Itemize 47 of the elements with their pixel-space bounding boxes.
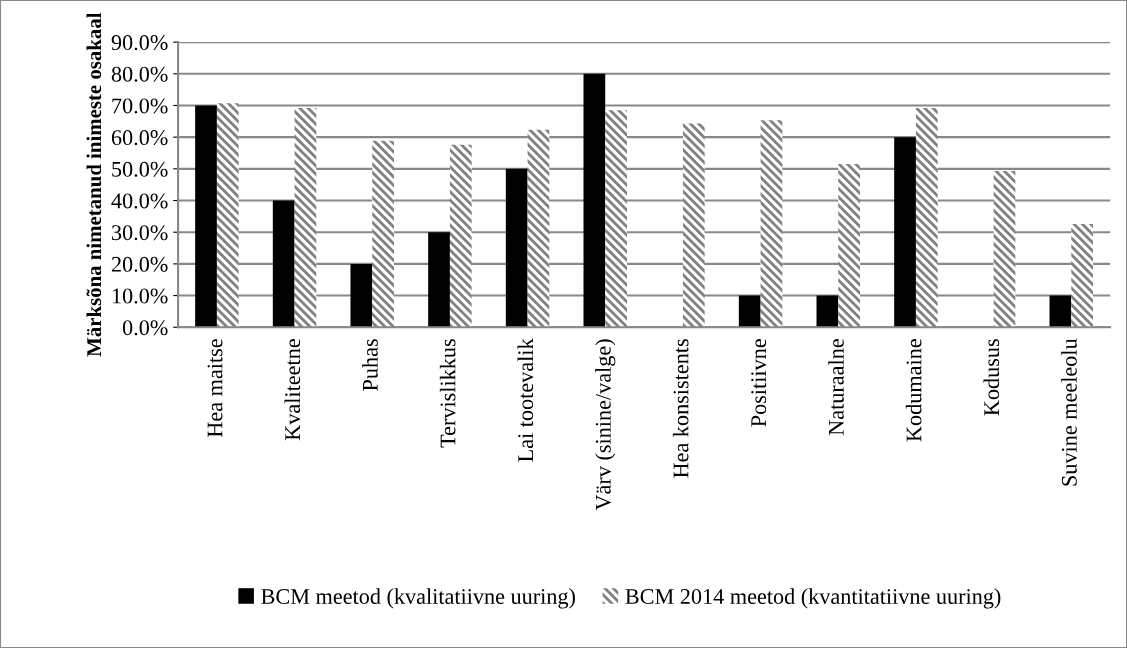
y-tick-label: 30.0% xyxy=(112,225,168,241)
y-tick-label: 0.0% xyxy=(122,320,168,336)
y-tick-label: 20.0% xyxy=(111,256,168,272)
bar xyxy=(527,129,550,328)
bar xyxy=(583,73,606,328)
bar xyxy=(738,295,761,328)
y-tick-label: 50.0% xyxy=(112,161,168,177)
bar xyxy=(195,105,217,328)
bar xyxy=(915,108,938,328)
bar xyxy=(294,108,317,328)
bar xyxy=(449,144,472,328)
bar xyxy=(372,140,394,328)
bar xyxy=(1049,295,1072,328)
x-tick-label: Tervislikkus xyxy=(439,339,456,448)
bar xyxy=(838,164,860,328)
x-tick-label: Naturaalne xyxy=(828,339,844,436)
x-tick-label: Lai tootevalik xyxy=(517,338,534,462)
x-tick-label: Positiivne xyxy=(751,339,767,427)
y-tick-label: 10.0% xyxy=(112,288,168,304)
bar xyxy=(894,137,916,328)
x-tick-label: Kodumaine xyxy=(905,339,922,442)
bar xyxy=(1071,223,1094,328)
x-tick-label: Värv (sinine/valge) xyxy=(595,339,616,511)
bar xyxy=(682,123,705,328)
bar xyxy=(816,295,839,328)
bar xyxy=(760,120,783,328)
y-tick-label: 60.0% xyxy=(111,130,168,146)
bar xyxy=(350,263,373,328)
y-tick-label: 90.0% xyxy=(111,35,168,51)
y-axis-title: Märksõna nimetanud inimeste osakaal xyxy=(86,12,102,357)
bar xyxy=(428,232,450,328)
x-tick-label: Puhas xyxy=(362,339,378,391)
bar xyxy=(505,168,528,328)
legend-label: BCM meetod (kvalitatiivne uuring) xyxy=(261,588,575,609)
x-tick-label: Suvine meeleolu xyxy=(1061,338,1077,486)
legend-label: BCM 2014 meetod (kvantitatiivne uuring) xyxy=(625,588,1001,609)
x-tick-label: Kodusus xyxy=(983,339,1000,416)
y-tick-label: 80.0% xyxy=(111,66,168,82)
bar xyxy=(216,103,239,328)
x-tick-label: Kvaliteetne xyxy=(284,339,301,441)
x-tick-label: Hea maitse xyxy=(207,339,223,438)
bar xyxy=(993,171,1016,328)
bar xyxy=(605,110,627,328)
y-tick-label: 40.0% xyxy=(111,193,168,209)
bar xyxy=(272,200,295,328)
y-tick-label: 70.0% xyxy=(112,98,168,114)
x-tick-label: Hea konsistents xyxy=(672,339,689,478)
